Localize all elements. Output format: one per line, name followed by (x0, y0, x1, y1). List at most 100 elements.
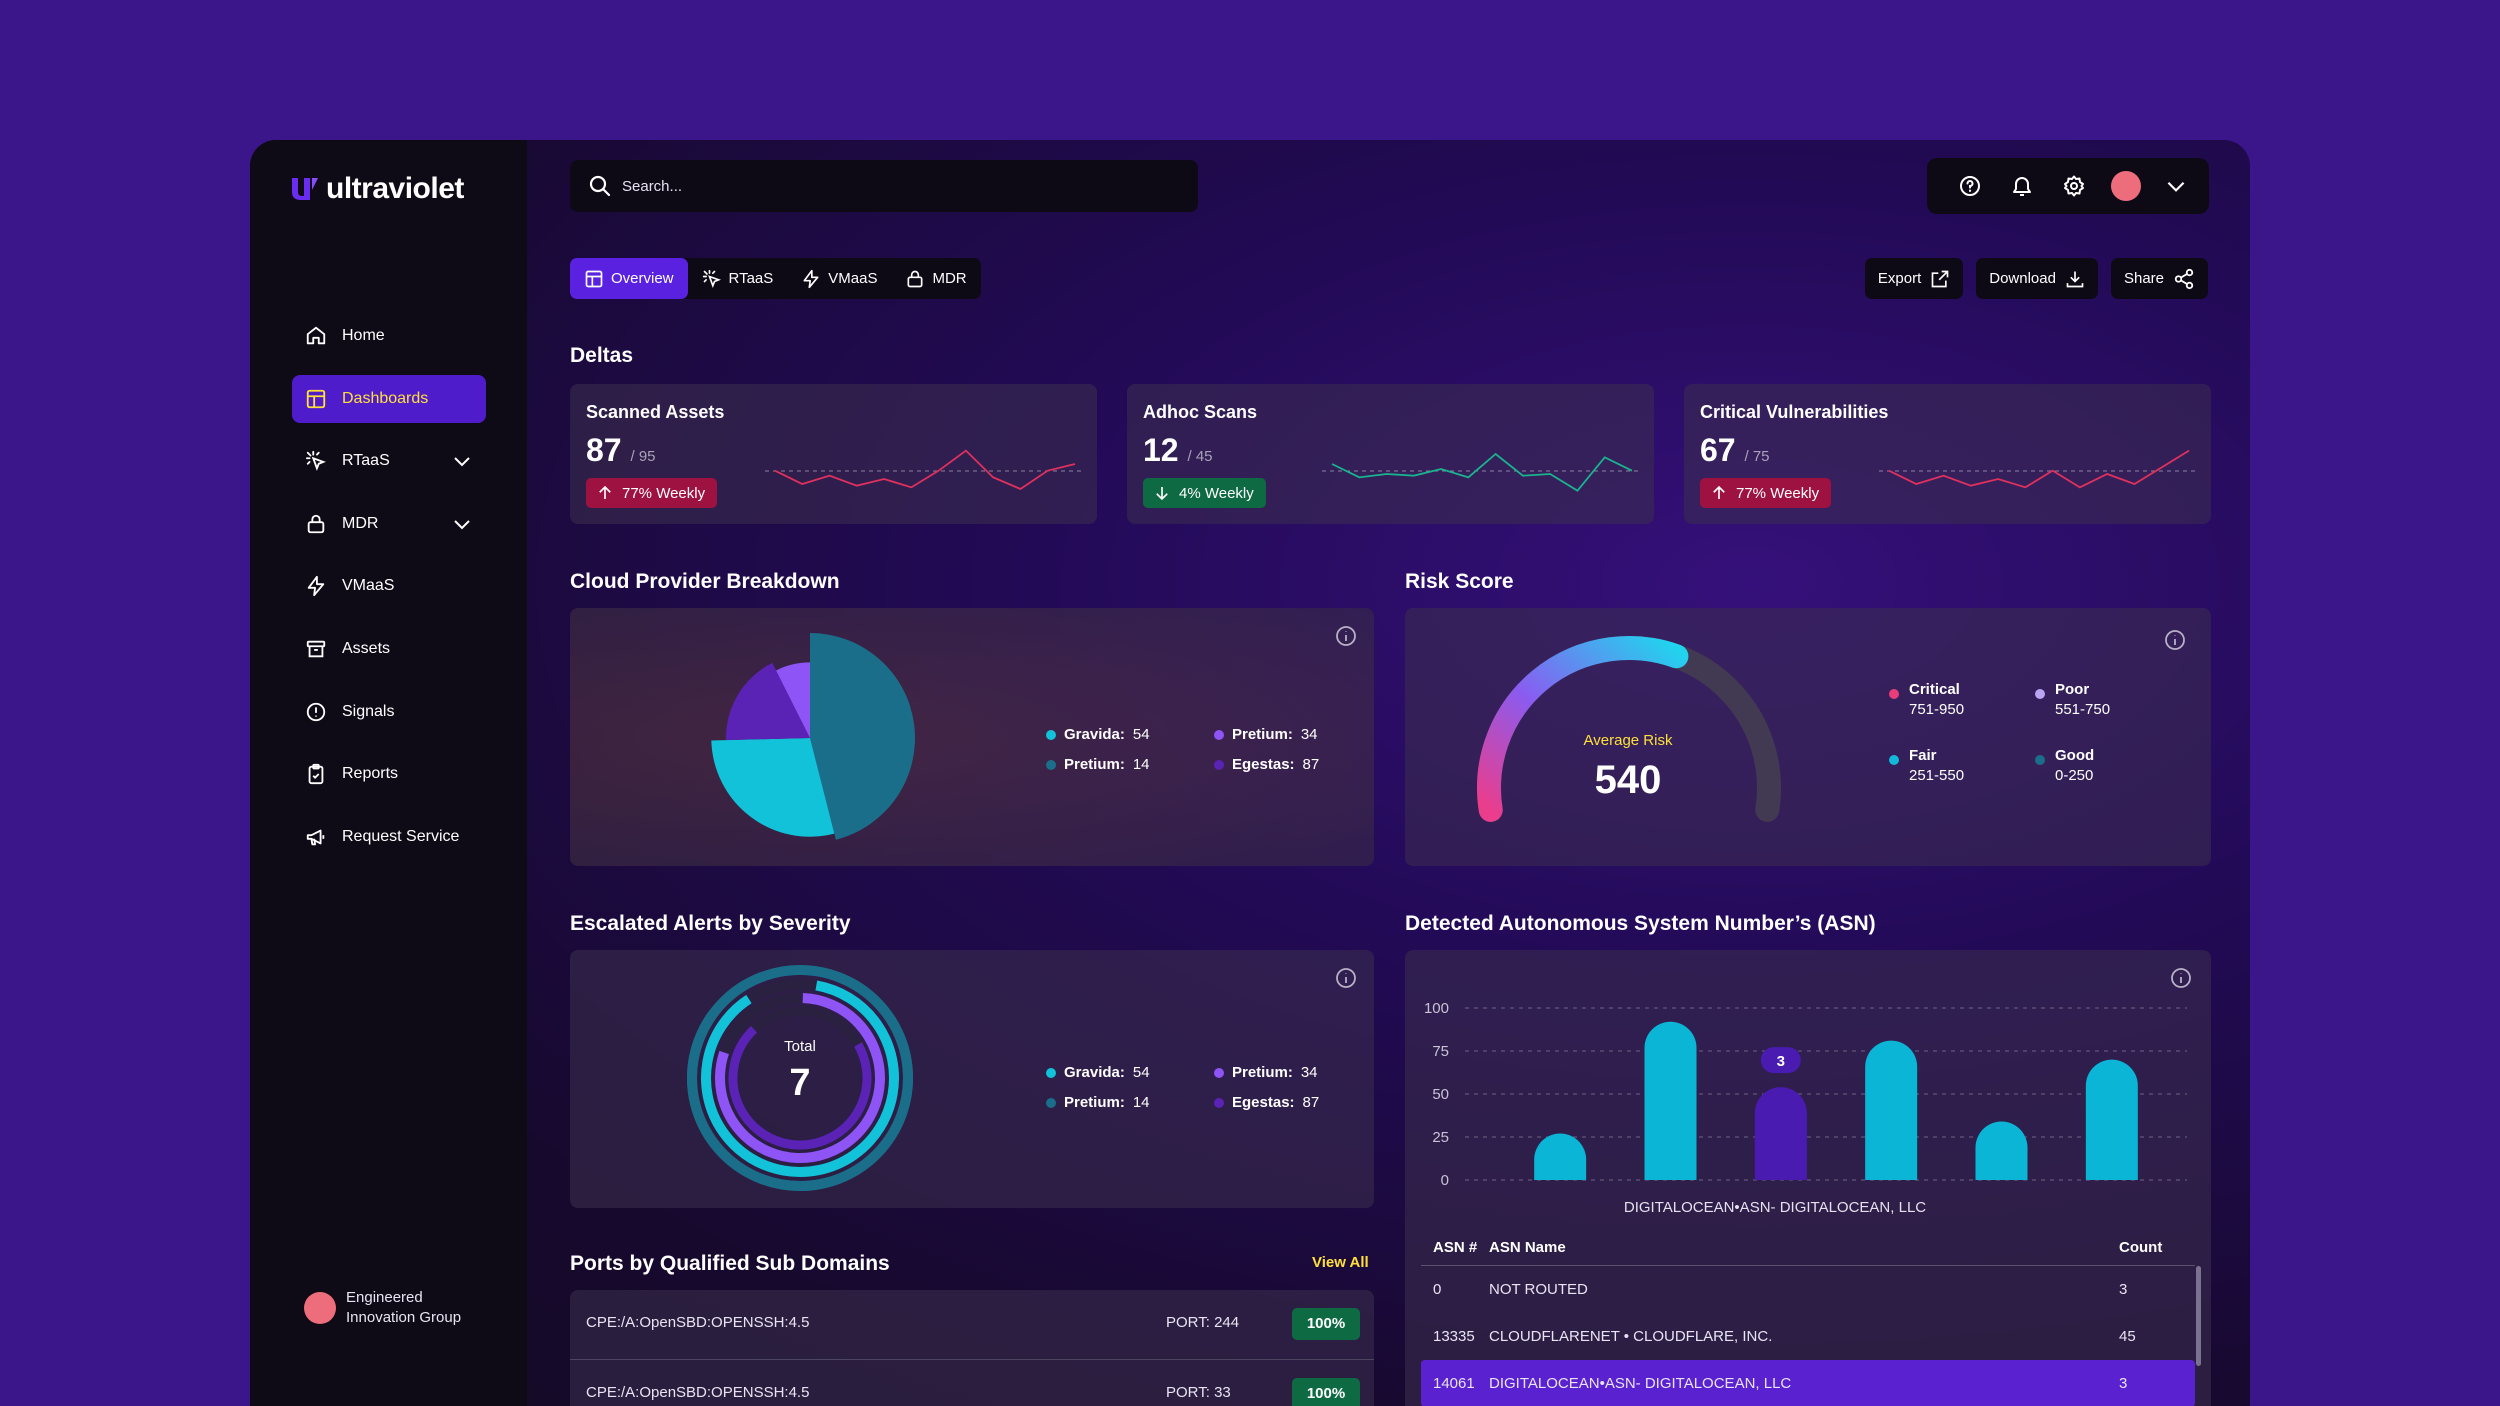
sidebar-item-label: Signals (342, 702, 395, 720)
y-tick-label: 100 (1424, 1000, 1449, 1017)
table-header: ASN # ASN Name Count (1421, 1230, 2195, 1266)
sidebar-item-reports[interactable]: Reports (292, 750, 486, 798)
sparkline-chart (1879, 449, 2199, 489)
sidebar-item-dashboards[interactable]: Dashboards (292, 374, 486, 423)
download-label: Download (1989, 270, 2056, 287)
info-icon[interactable] (2169, 966, 2193, 990)
page-actions: Export Download Share (1864, 258, 2208, 299)
delta-name: Scanned Assets (586, 402, 725, 422)
sidebar-item-rtaas[interactable]: RTaaS (292, 437, 486, 485)
column-header-count[interactable]: Count (2119, 1239, 2163, 1256)
tab-vmaas[interactable]: VMaaS (787, 258, 891, 299)
download-icon (2066, 271, 2084, 287)
asn-bar-chart: 0 25 50 75 100 3 DIGITALOCEAN•ASN- DIGITALOCEA… (1424, 1000, 2187, 1216)
lock-icon (304, 512, 328, 536)
risk-score-card: Average Risk 540 Critical 751-950 Poor 551… (1405, 608, 2211, 866)
sidebar-item-signals[interactable]: Signals (292, 688, 486, 736)
info-icon[interactable] (1334, 966, 1358, 990)
legend-item: Egestas: 87 (1214, 1094, 1334, 1111)
info-icon[interactable] (1334, 624, 1358, 648)
bar[interactable] (1975, 1121, 2028, 1180)
legend-item: Pretium: 14 (1046, 756, 1214, 773)
delta-value-number: 67 (1700, 432, 1736, 468)
x-axis-label: DIGITALOCEAN•ASN- DIGITALOCEAN, LLC (1624, 1199, 1926, 1216)
user-avatar[interactable] (2111, 171, 2141, 201)
legend-value: 87 (1302, 756, 1320, 773)
legend-value: 54 (1132, 1064, 1150, 1081)
legend-name: Pretium: (1232, 726, 1293, 743)
alerts-legend: Gravida: 54 Pretium: 34 Pretium: 14 Egestas… (1046, 1064, 1334, 1111)
port-percent-badge: 100% (1292, 1308, 1360, 1340)
delta-card-scanned-assets[interactable]: Scanned Assets 87 / 95 77% Weekly (570, 384, 1097, 524)
gear-icon[interactable] (2059, 171, 2089, 201)
table-scrollbar[interactable] (2196, 1266, 2201, 1366)
cursor-click-icon (304, 449, 328, 473)
delta-total: / 75 (1744, 448, 1770, 465)
pie-slice[interactable] (726, 662, 810, 741)
bar[interactable] (1534, 1133, 1587, 1180)
column-header-name[interactable]: ASN Name (1489, 1239, 1566, 1256)
export-button[interactable]: Export (1864, 258, 1964, 299)
sidebar-item-home[interactable]: Home (292, 312, 486, 360)
sparkline-line (1888, 449, 2190, 489)
legend-name: Gravida: (1064, 1064, 1125, 1081)
legend-item: Critical 751-950 (1889, 680, 2035, 720)
bar[interactable] (2085, 1059, 2138, 1180)
cursor-click-icon (702, 269, 721, 288)
bar[interactable] (1644, 1021, 1697, 1180)
dashboard-icon (304, 387, 328, 411)
cell-name: CLOUDFLARENET • CLOUDFLARE, INC. (1489, 1328, 1773, 1345)
table-row-selected[interactable]: 14061 DIGITALOCEAN•ASN- DIGITALOCEAN, LL… (1421, 1360, 2195, 1406)
sidebar-item-request-service[interactable]: Request Service (292, 813, 486, 861)
sidebar-item-vmaas[interactable]: VMaaS (292, 562, 486, 610)
table-row[interactable]: 13335 CLOUDFLARENET • CLOUDFLARE, INC. 4… (1421, 1313, 2195, 1360)
tab-overview[interactable]: Overview (570, 258, 688, 299)
chevron-down-icon[interactable] (450, 449, 474, 473)
bell-icon[interactable] (2007, 171, 2037, 201)
column-header-asn[interactable]: ASN # (1433, 1239, 1478, 1256)
help-icon[interactable] (1955, 171, 1985, 201)
pie-slice[interactable] (711, 738, 835, 837)
bar[interactable] (1754, 1087, 1807, 1180)
delta-card-critical-vulnerabilities[interactable]: Critical Vulnerabilities 67 / 75 77% Wee… (1684, 384, 2211, 524)
delta-total: / 45 (1187, 448, 1213, 465)
legend-dot (1214, 1067, 1224, 1078)
section-title-cloud: Cloud Provider Breakdown (570, 570, 840, 593)
list-item[interactable]: CPE:/A:OpenSBD:OPENSSH:4.5 PORT: 33 100% (570, 1360, 1374, 1406)
arrow-up-icon (1713, 485, 1725, 499)
view-all-link[interactable]: View All (1312, 1254, 1369, 1271)
legend-item: Fair 251-550 (1889, 746, 2035, 786)
app-window: ultraviolet Home Dashboards RTaaS MDR (250, 140, 2250, 1406)
delta-value-number: 12 (1143, 432, 1179, 468)
section-title-ports: Ports by Qualified Sub Domains (570, 1252, 890, 1275)
legend-dot (2035, 755, 2045, 765)
share-label: Share (2123, 270, 2164, 287)
pie-slice[interactable] (810, 633, 916, 840)
sidebar-item-mdr[interactable]: MDR (292, 500, 486, 548)
pie-slice[interactable] (776, 662, 810, 738)
search-input[interactable] (622, 177, 1182, 195)
chevron-down-icon[interactable] (2163, 173, 2189, 199)
legend-item: Pretium: 34 (1214, 1064, 1334, 1081)
bar[interactable] (1865, 1040, 1918, 1180)
sidebar-item-label: MDR (342, 514, 379, 532)
sidebar-item-assets[interactable]: Assets (292, 625, 486, 673)
org-switcher[interactable]: Engineered Innovation Group (304, 1288, 496, 1328)
legend-dot (1214, 759, 1224, 770)
legend-name: Gravida: (1064, 726, 1125, 743)
info-icon[interactable] (2163, 628, 2187, 652)
delta-card-adhoc-scans[interactable]: Adhoc Scans 12 / 45 4% Weekly (1127, 384, 1654, 524)
legend-dot (1046, 1067, 1056, 1078)
tab-mdr[interactable]: MDR (891, 258, 980, 299)
risk-gauge (1477, 636, 1781, 822)
tab-rtaas[interactable]: RTaaS (688, 258, 788, 299)
logo[interactable]: ultraviolet (290, 172, 464, 206)
legend-item: Pretium: 14 (1046, 1094, 1214, 1111)
list-item[interactable]: CPE:/A:OpenSBD:OPENSSH:4.5 PORT: 244 100… (570, 1290, 1374, 1360)
share-button[interactable]: Share (2110, 258, 2208, 299)
download-button[interactable]: Download (1976, 258, 2098, 299)
tab-label: MDR (932, 270, 967, 287)
table-row[interactable]: 0 NOT ROUTED 3 (1421, 1266, 2195, 1313)
chevron-down-icon[interactable] (450, 512, 474, 536)
bolt-icon (803, 269, 819, 288)
